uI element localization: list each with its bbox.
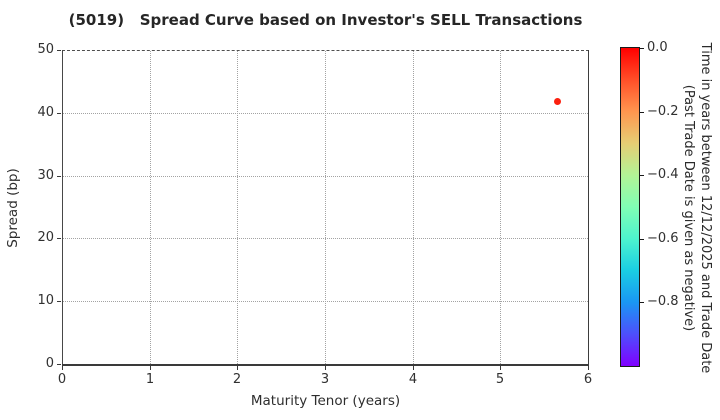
grid-line-horizontal <box>63 176 588 177</box>
grid-line-vertical <box>413 51 414 364</box>
plot-top-border <box>62 50 589 51</box>
y-tick-mark <box>57 364 61 365</box>
x-tick-mark <box>237 366 238 370</box>
colorbar-tick-mark <box>640 175 644 176</box>
x-tick-label: 2 <box>232 372 242 387</box>
x-tick-label: 0 <box>57 372 67 387</box>
x-tick-mark <box>413 366 414 370</box>
y-tick-label: 50 <box>37 42 54 57</box>
x-axis-label: Maturity Tenor (years) <box>250 393 401 409</box>
x-tick-mark <box>150 366 151 370</box>
colorbar-tick-label: −0.2 <box>647 104 679 119</box>
x-tick-mark <box>325 366 326 370</box>
plot-bottom-spine <box>62 364 589 366</box>
y-tick-mark <box>57 176 61 177</box>
grid-line-horizontal <box>63 113 588 114</box>
grid-line-vertical <box>500 51 501 364</box>
plot-left-spine <box>62 50 63 365</box>
colorbar-tick-mark <box>640 48 644 49</box>
colorbar-label-line1: Time in years between 12/12/2025 and Tra… <box>698 42 713 374</box>
colorbar-tick-label: −0.6 <box>647 231 679 246</box>
y-tick-label: 10 <box>37 293 54 308</box>
colorbar-tick-mark <box>640 302 644 303</box>
grid-line-vertical <box>325 51 326 364</box>
x-tick-label: 3 <box>320 372 330 387</box>
colorbar-label: Time in years between 12/12/2025 and Tra… <box>678 0 714 418</box>
colorbar-tick-label: −0.8 <box>647 294 679 309</box>
x-tick-label: 5 <box>495 372 505 387</box>
y-tick-label: 0 <box>45 356 54 371</box>
x-tick-label: 6 <box>583 372 593 387</box>
colorbar <box>620 47 640 367</box>
plot-right-spine <box>588 50 589 366</box>
colorbar-tick-mark <box>640 112 644 113</box>
grid-line-vertical <box>237 51 238 364</box>
y-tick-label: 30 <box>37 168 54 183</box>
y-tick-mark <box>57 50 61 51</box>
y-tick-mark <box>57 238 61 239</box>
colorbar-tick-label: −0.4 <box>647 167 679 182</box>
data-point <box>553 97 561 105</box>
colorbar-tick-label: 0.0 <box>647 40 668 55</box>
y-tick-label: 20 <box>37 230 54 245</box>
x-tick-mark <box>500 366 501 370</box>
grid-line-vertical <box>150 51 151 364</box>
grid-line-horizontal <box>63 301 588 302</box>
colorbar-label-line2: (Past Trade Date is given as negative) <box>681 84 696 332</box>
chart-title: (5019) Spread Curve based on Investor's … <box>68 11 583 29</box>
x-tick-label: 1 <box>145 372 155 387</box>
y-tick-label: 40 <box>37 105 54 120</box>
grid-line-horizontal <box>63 238 588 239</box>
x-tick-label: 4 <box>408 372 418 387</box>
x-tick-mark <box>62 366 63 370</box>
y-axis-label: Spread (bp) <box>5 168 21 248</box>
y-tick-mark <box>57 113 61 114</box>
y-tick-mark <box>57 301 61 302</box>
colorbar-gradient <box>621 48 639 366</box>
x-tick-mark <box>588 366 589 370</box>
colorbar-tick-mark <box>640 239 644 240</box>
